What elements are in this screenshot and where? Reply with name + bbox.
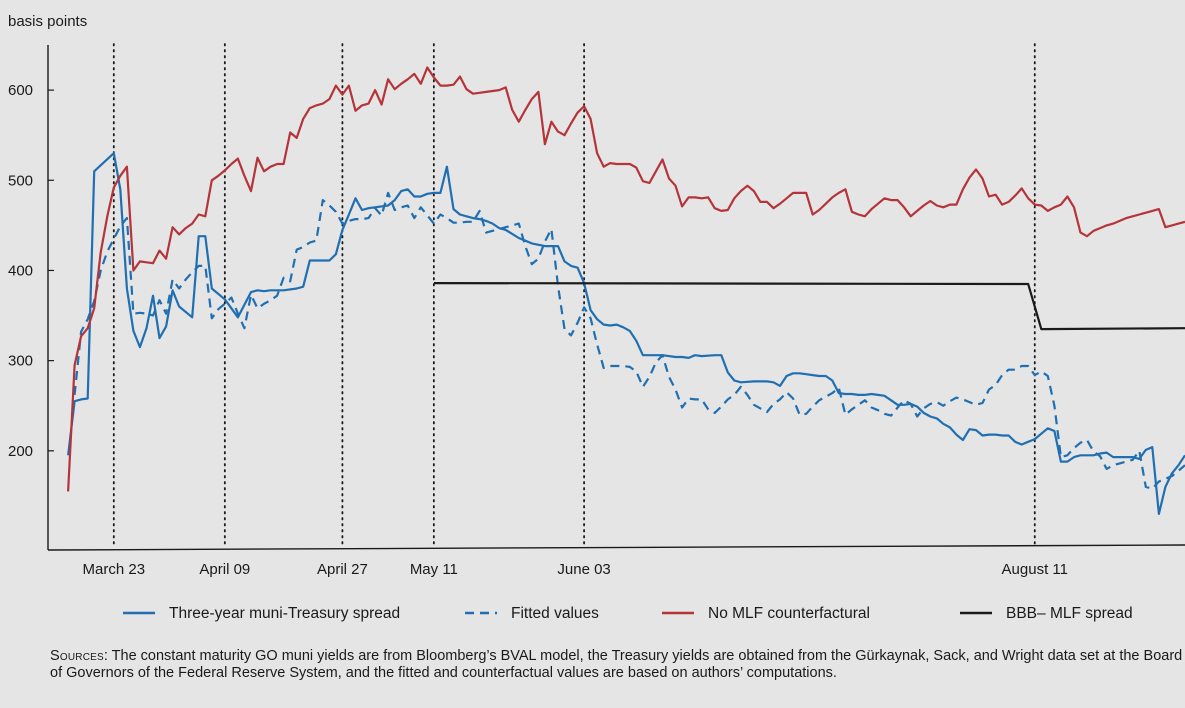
- x-tick-label: August 11: [1002, 561, 1068, 578]
- legend: Three-year muni-Treasury spread Fitted va…: [123, 605, 1133, 622]
- legend-label: Three-year muni-Treasury spread: [169, 605, 400, 622]
- series-lines: [67, 66, 1185, 516]
- x-tick-label: April 09: [199, 561, 250, 578]
- legend-label: Fitted values: [511, 605, 599, 622]
- legend-label: BBB– MLF spread: [1006, 605, 1133, 622]
- series-line-2: [73, 191, 1185, 490]
- y-tick-label: 600: [8, 82, 33, 99]
- x-tick-label: March 23: [83, 561, 146, 578]
- y-axis-label: basis points: [8, 13, 87, 30]
- sources-lead: Sources: [50, 648, 104, 664]
- sources-note: Sources: The constant maturity GO muni y…: [50, 648, 1185, 682]
- y-tick-label: 200: [8, 443, 33, 460]
- x-tick-label: June 03: [557, 561, 610, 578]
- x-axis-line: [47, 544, 1185, 551]
- y-tick-label: 300: [8, 353, 33, 370]
- series-line-1: [67, 152, 1185, 516]
- line-chart: basis points 200 300 400 500 600 March 23 Apr…: [8, 13, 1185, 622]
- series-line-3: [67, 66, 1185, 492]
- y-tick-label: 400: [8, 262, 33, 279]
- axes: 200 300 400 500 600: [8, 45, 1185, 551]
- x-tick-label: April 27: [317, 561, 368, 578]
- y-tick-label: 500: [8, 172, 33, 189]
- legend-label: No MLF counterfactural: [708, 605, 870, 622]
- x-tick-label: May 11: [410, 561, 458, 578]
- event-lines: March 23 April 09 April 27 May 11 June 03 Aug…: [83, 43, 1068, 578]
- sources-text: : The constant maturity GO muni yields a…: [50, 648, 1183, 681]
- series-line-4: [433, 282, 1185, 331]
